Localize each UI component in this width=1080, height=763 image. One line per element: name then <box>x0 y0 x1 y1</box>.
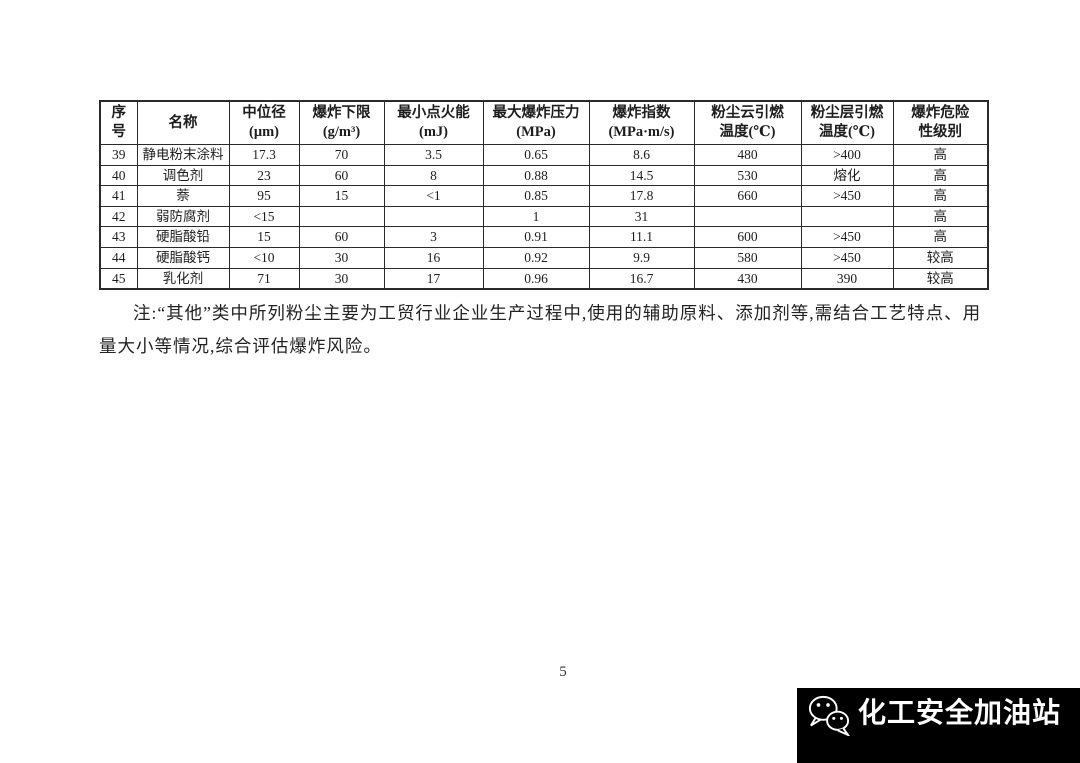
table-cell: 0.65 <box>482 144 590 166</box>
table-cell: 15 <box>228 226 300 248</box>
table-cell: 3.5 <box>383 144 484 166</box>
page-number: 5 <box>559 664 567 680</box>
table-cell: 42 <box>99 205 138 228</box>
table-row: 42 弱防腐剂 <15 1 31 高 <box>99 205 989 228</box>
table-cell: 弱防腐剂 <box>136 205 230 228</box>
watermark-banner: 化工安全加油站 <box>797 688 1080 763</box>
wechat-icon <box>805 694 853 738</box>
table-cell: 16.7 <box>588 267 695 290</box>
combustible-dust-table: 序号名称 中位径 (μm) 爆炸下限 (g/m³) 最小点火能 (mJ) 最大爆炸压力 (MPa… <box>99 100 989 291</box>
column-header: 最大爆炸压力 (MPa) <box>482 100 590 145</box>
table-cell: 0.96 <box>482 267 590 290</box>
table-note: 注:“其他”类中所列粉尘主要为工贸行业企业生产过程中,使用的辅助原料、添加剂等,… <box>99 303 982 356</box>
table-cell: 41 <box>99 185 138 207</box>
table-cell: <10 <box>228 246 300 269</box>
column-header: 粉尘层引燃 温度(℃) <box>800 100 894 145</box>
table-cell: 高 <box>892 185 989 207</box>
table-row: 39 静电粉末涂料 17.3 70 3.5 0.65 8.6 480 >400 高 <box>99 144 989 166</box>
table-cell: 硬脂酸钙 <box>136 246 230 269</box>
column-header: 名称 <box>136 100 230 145</box>
table-cell: 乳化剂 <box>136 267 230 290</box>
table-cell: 580 <box>693 246 802 269</box>
table-cell: <15 <box>228 205 300 228</box>
table-cell: 17.8 <box>588 185 695 207</box>
table-cell: 30 <box>298 267 385 290</box>
table-cell: >400 <box>800 144 894 166</box>
table-cell: 高 <box>892 144 989 166</box>
table-cell: 高 <box>892 226 989 248</box>
table-cell: 60 <box>298 226 385 248</box>
table-cell: 530 <box>693 164 802 187</box>
table-cell: 600 <box>693 226 802 248</box>
table-cell: 熔化 <box>800 164 894 187</box>
table-cell <box>800 205 894 228</box>
table-cell: 40 <box>99 164 138 187</box>
table-cell: 70 <box>298 144 385 166</box>
table-cell: 0.91 <box>482 226 590 248</box>
table-cell: 71 <box>228 267 300 290</box>
table-cell: 静电粉末涂料 <box>136 144 230 166</box>
table-cell: 430 <box>693 267 802 290</box>
column-header: 爆炸下限 (g/m³) <box>298 100 385 145</box>
table-cell: 硬脂酸铅 <box>136 226 230 248</box>
table-cell: 调色剂 <box>136 164 230 187</box>
table-cell: 15 <box>298 185 385 207</box>
table-cell: 43 <box>99 226 138 248</box>
table-cell: 44 <box>99 246 138 269</box>
table-cell: 9.9 <box>588 246 695 269</box>
table-row: 43 硬脂酸铅 15 60 3 0.91 11.1 600 >450 高 <box>99 226 989 248</box>
table-cell <box>383 205 484 228</box>
table-row: 44 硬脂酸钙 <10 30 16 0.92 9.9 580 >450 较高 <box>99 246 989 269</box>
table-cell: 45 <box>99 267 138 290</box>
table-cell: 萘 <box>136 185 230 207</box>
column-header: 爆炸危险 性级别 <box>892 100 989 145</box>
table-cell: >450 <box>800 226 894 248</box>
watermark-label: 化工安全加油站 <box>858 697 1062 728</box>
table-cell: 11.1 <box>588 226 695 248</box>
table-cell: 3 <box>383 226 484 248</box>
table-cell: 0.92 <box>482 246 590 269</box>
table-cell: 较高 <box>892 246 989 269</box>
table-cell <box>298 205 385 228</box>
table-cell: 14.5 <box>588 164 695 187</box>
header-row: 序号名称 中位径 (μm) 爆炸下限 (g/m³) 最小点火能 (mJ) 最大爆炸压力 (MPa… <box>99 100 989 145</box>
table-cell: 17.3 <box>228 144 300 166</box>
table-cell: 660 <box>693 185 802 207</box>
table-cell: 16 <box>383 246 484 269</box>
table-cell: 480 <box>693 144 802 166</box>
table-body: 39 静电粉末涂料 17.3 70 3.5 0.65 8.6 480 >400 高 40 调色剂 23 6… <box>99 144 989 290</box>
table-cell: >450 <box>800 246 894 269</box>
table-cell: 60 <box>298 164 385 187</box>
table-cell: 17 <box>383 267 484 290</box>
table-cell: <1 <box>383 185 484 207</box>
table-cell: 23 <box>228 164 300 187</box>
table-cell: 8.6 <box>588 144 695 166</box>
table-cell <box>693 205 802 228</box>
column-header: 序号 <box>99 100 138 145</box>
column-header: 最小点火能 (mJ) <box>383 100 484 145</box>
table-cell: 31 <box>588 205 695 228</box>
table-cell: 95 <box>228 185 300 207</box>
column-header: 爆炸指数 (MPa·m/s) <box>588 100 695 145</box>
table-cell: 高 <box>892 205 989 228</box>
table-cell: 1 <box>482 205 590 228</box>
table-cell: 8 <box>383 164 484 187</box>
column-header: 粉尘云引燃 温度(℃) <box>693 100 802 145</box>
table-cell: >450 <box>800 185 894 207</box>
table-header: 序号名称 中位径 (μm) 爆炸下限 (g/m³) 最小点火能 (mJ) 最大爆炸压力 (MPa… <box>99 100 989 145</box>
table-cell: 较高 <box>892 267 989 290</box>
table-cell: 高 <box>892 164 989 187</box>
table-cell: 30 <box>298 246 385 269</box>
column-header: 中位径 (μm) <box>228 100 300 145</box>
table-row: 45 乳化剂 71 30 17 0.96 16.7 430 390 较高 <box>99 267 989 290</box>
table-cell: 0.85 <box>482 185 590 207</box>
table-row: 40 调色剂 23 60 8 0.88 14.5 530 熔化高 <box>99 164 989 187</box>
table-row: 41 萘 95 15 <1 0.85 17.8 660 >450 高 <box>99 185 989 207</box>
table-cell: 390 <box>800 267 894 290</box>
table-cell: 39 <box>99 144 138 166</box>
table-cell: 0.88 <box>482 164 590 187</box>
